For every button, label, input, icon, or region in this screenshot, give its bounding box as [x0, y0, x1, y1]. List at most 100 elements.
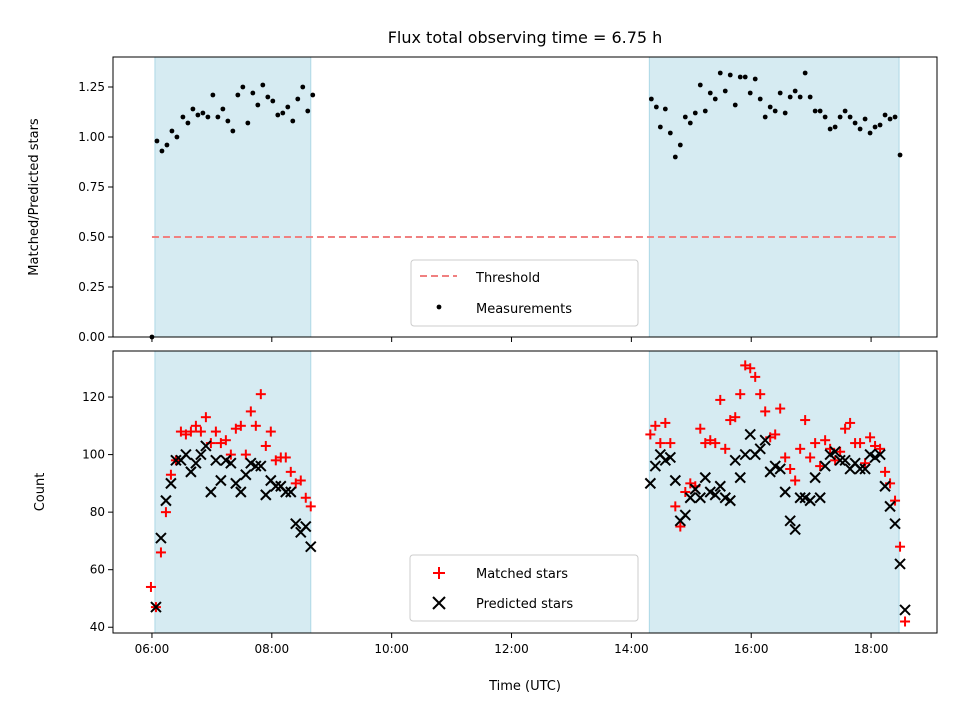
measurement-point	[280, 110, 286, 116]
matched-star-point	[750, 371, 761, 382]
predicted-star-point	[694, 492, 706, 504]
measurement-point	[235, 92, 241, 98]
measurement-point	[782, 110, 788, 116]
bottom-count-points	[145, 360, 911, 627]
matched-star-point	[220, 435, 231, 446]
predicted-star-point	[240, 469, 252, 481]
measurement-point	[169, 128, 175, 134]
measurement-point	[752, 76, 758, 82]
matched-star-point	[185, 426, 196, 437]
measurement-point	[792, 88, 798, 94]
matched-star-point	[225, 449, 236, 460]
measurement-point	[742, 74, 748, 80]
bottom-y-ticks: 40 60 80 100 120	[82, 390, 113, 634]
legend-measurements-label: Measurements	[476, 302, 572, 317]
measurement-point	[225, 118, 231, 124]
measurement-point	[275, 112, 281, 118]
measurement-point	[230, 128, 236, 134]
predicted-star-point	[814, 492, 826, 504]
measurement-point	[295, 96, 301, 102]
predicted-star-point	[150, 601, 162, 613]
predicted-star-point	[260, 489, 272, 501]
top-measurement-points	[149, 70, 903, 340]
matched-star-point	[260, 440, 271, 451]
bottom-y-tick-label: 120	[82, 390, 105, 404]
predicted-star-point	[819, 460, 831, 472]
predicted-star-point	[859, 463, 871, 475]
predicted-star-point	[165, 477, 177, 490]
matched-star-point	[845, 417, 856, 428]
top-y-tick-label: 1.00	[78, 130, 105, 144]
matched-star-point	[800, 415, 811, 426]
measurement-point	[210, 92, 216, 98]
matched-star-point	[195, 426, 206, 437]
matched-star-point	[745, 363, 756, 374]
measurement-point	[255, 102, 261, 108]
matched-star-point	[165, 469, 176, 480]
predicted-star-point	[669, 474, 682, 487]
predicted-star-point	[774, 463, 786, 475]
bottom-y-tick-label: 100	[82, 448, 105, 462]
matched-star-point	[145, 581, 156, 592]
predicted-star-point	[225, 457, 237, 469]
measurement-point	[270, 98, 276, 104]
predicted-star-point	[754, 443, 766, 455]
predicted-star-point	[195, 448, 207, 461]
matched-star-point	[730, 412, 741, 423]
predicted-star-point	[699, 471, 711, 484]
matched-star-point	[780, 452, 791, 463]
measurement-point	[154, 138, 160, 144]
measurement-point	[807, 94, 813, 100]
measurement-point	[797, 94, 803, 100]
measurement-point	[205, 114, 211, 120]
x-tick-label: 06:00	[135, 642, 170, 656]
measurement-point	[310, 92, 316, 98]
predicted-star-point	[255, 460, 267, 472]
predicted-star-point	[290, 517, 302, 530]
matched-star-point	[670, 501, 681, 512]
predicted-star-point	[779, 486, 791, 498]
measurement-point	[648, 96, 654, 102]
matched-star-point	[865, 432, 876, 443]
predicted-star-point	[200, 440, 212, 452]
matched-star-point	[665, 438, 676, 449]
matched-star-point	[895, 541, 906, 552]
measurement-point	[827, 126, 833, 132]
matched-star-point	[760, 406, 771, 417]
measurement-point	[817, 108, 823, 114]
measurement-point	[712, 96, 718, 102]
measurement-point	[812, 108, 818, 114]
measurement-point	[707, 90, 713, 96]
predicted-star-point	[664, 451, 677, 464]
measurement-point	[772, 108, 778, 114]
measurement-point	[667, 130, 673, 136]
measurement-point	[662, 106, 668, 112]
measurement-point	[657, 124, 663, 130]
predicted-star-point	[689, 483, 702, 495]
predicted-star-point	[270, 480, 282, 492]
matched-star-point	[160, 507, 171, 518]
matched-star-point	[755, 389, 766, 400]
predicted-star-point	[759, 434, 771, 446]
bottom-y-tick-label: 40	[90, 620, 105, 634]
matched-star-point	[650, 420, 661, 431]
measurement-point	[857, 126, 863, 132]
predicted-star-point	[185, 466, 197, 478]
x-tick-label: 08:00	[255, 642, 290, 656]
top-panel: Flux total observing time = 6.75 h 0.000…	[27, 28, 938, 344]
top-y-tick-label: 0.75	[78, 180, 105, 194]
predicted-star-point	[684, 492, 697, 504]
matched-star-point	[775, 403, 786, 414]
predicted-star-point	[724, 494, 736, 507]
measurement-point	[767, 104, 773, 110]
top-y-tick-label: 1.25	[78, 80, 105, 94]
bottom-y-tick-label: 60	[90, 563, 105, 577]
predicted-star-point	[205, 486, 217, 498]
measurement-point	[717, 70, 723, 76]
measurement-point	[215, 114, 221, 120]
predicted-star-point	[215, 474, 227, 487]
bottom-y-tick-label: 80	[90, 505, 105, 519]
predicted-star-point	[894, 558, 906, 570]
predicted-star-point	[784, 515, 796, 527]
